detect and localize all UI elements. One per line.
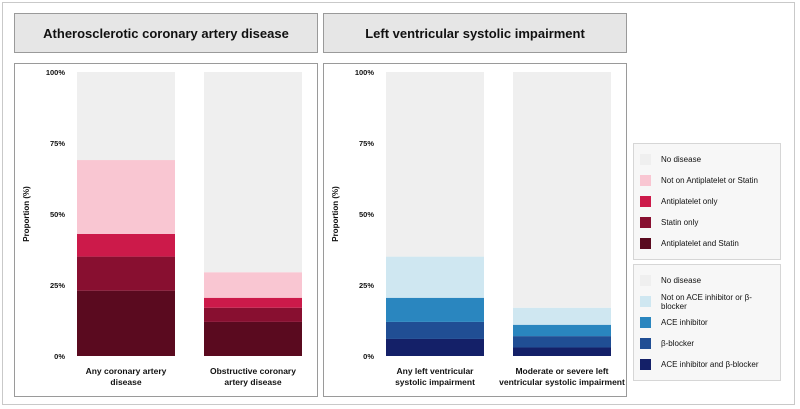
bar-segment-antiplatelet-and-statin <box>204 321 302 356</box>
legend-swatch <box>640 338 651 349</box>
legend-swatch <box>640 296 651 307</box>
bar-segment-not-on-antiplatelet-or-statin <box>77 160 175 234</box>
legend-label: ACE inhibitor <box>661 318 708 327</box>
legend-swatch <box>640 275 651 286</box>
bar-segment-blocker <box>513 336 611 348</box>
x-category-label: Obstructive coronary <box>210 366 296 376</box>
bar-segment-antiplatelet-and-statin <box>77 290 175 356</box>
legend-item-no-disease: No disease <box>640 270 774 291</box>
bar-segment-antiplatelet-only <box>204 297 302 308</box>
legend-swatch <box>640 196 651 207</box>
legend-swatch <box>640 359 651 370</box>
legend-swatch <box>640 238 651 249</box>
legend-label: Antiplatelet only <box>661 197 718 206</box>
x-category-label: disease <box>110 377 141 387</box>
y-tick-label: 50% <box>359 210 374 219</box>
bar-segment-ace-inhibitor-and-blocker <box>513 347 611 356</box>
legend-label: No disease <box>661 155 702 164</box>
legend-label: Not on ACE inhibitor or β-blocker <box>661 292 752 311</box>
x-category-label: Moderate or severe left <box>515 366 608 376</box>
y-tick-label: 50% <box>50 210 65 219</box>
bar-segment-no-disease <box>204 72 302 273</box>
legend-lv: No disease Not on ACE inhibitor or β-bloc… <box>633 264 781 381</box>
legend-swatch <box>640 217 651 228</box>
bar-segment-no-disease <box>77 72 175 161</box>
bar-segment-ace-inhibitor <box>386 297 484 322</box>
y-axis-label: Proportion (%) <box>22 186 31 242</box>
bar-segment-not-on-antiplatelet-or-statin <box>204 272 302 298</box>
legend-item-ace-inhibitor-and-blocker: ACE inhibitor and β-blocker <box>640 354 774 375</box>
legend-item-statin-only: Statin only <box>640 212 774 233</box>
chart-coronary: Proportion (%) 0% 25% 50% 75% 100% Any coronar… <box>22 68 302 387</box>
y-tick-label: 100% <box>46 68 66 77</box>
bar-segment-ace-inhibitor-and-blocker <box>386 338 484 356</box>
legend-label: ACE inhibitor and β-blocker <box>661 360 759 369</box>
legend-coronary: No disease Not on Antiplatelet or Statin A… <box>633 143 781 260</box>
legend-label: No disease <box>661 276 702 285</box>
bar-segment-ace-inhibitor <box>513 324 611 337</box>
bar-segment-not-on-ace-inhibitor-or-blocker <box>386 256 484 298</box>
legend-item-antiplatelet-only: Antiplatelet only <box>640 191 774 212</box>
legend-swatch <box>640 154 651 165</box>
panel-title-lv: Left ventricular systolic impairment <box>323 13 627 53</box>
x-category-label: artery disease <box>224 377 281 387</box>
bar-segment-statin-only <box>204 307 302 322</box>
chart-lv: Proportion (%) 0% 25% 50% 75% 100% Any left ve… <box>331 68 625 387</box>
x-category-label: Any coronary artery <box>86 366 167 376</box>
legend-swatch <box>640 317 651 328</box>
legend-label: Not on Antiplatelet or Statin <box>661 176 758 185</box>
legend-item-not-on-antiplatelet-or-statin: Not on Antiplatelet or Statin <box>640 170 774 191</box>
legend-label: Statin only <box>661 218 699 227</box>
bar-segment-no-disease <box>513 72 611 308</box>
panel-title-coronary: Atherosclerotic coronary artery disease <box>14 13 318 53</box>
y-axis-label: Proportion (%) <box>331 186 340 242</box>
bar-segment-not-on-ace-inhibitor-or-blocker <box>513 307 611 325</box>
legend-item-not-on-ace-inhibitor-or-blocker: Not on ACE inhibitor or β-blocker <box>640 291 774 312</box>
legend-item-ace-inhibitor: ACE inhibitor <box>640 312 774 333</box>
legend-item-blocker: β-blocker <box>640 333 774 354</box>
bar-segment-statin-only <box>77 256 175 291</box>
bar-segment-antiplatelet-only <box>77 233 175 257</box>
panel-lv: Proportion (%) 0% 25% 50% 75% 100% Any left ve… <box>323 63 627 397</box>
bar-segment-no-disease <box>386 72 484 257</box>
bar-segment-blocker <box>386 321 484 339</box>
legend-swatch <box>640 175 651 186</box>
y-tick-label: 75% <box>50 139 65 148</box>
y-tick-label: 100% <box>355 68 375 77</box>
legend-item-no-disease: No disease <box>640 149 774 170</box>
y-tick-label: 25% <box>359 281 374 290</box>
legend-label: Antiplatelet and Statin <box>661 239 739 248</box>
x-category-label: ventricular systolic impairment <box>499 377 625 387</box>
y-tick-label: 0% <box>363 352 374 361</box>
y-tick-label: 25% <box>50 281 65 290</box>
legend-item-antiplatelet-and-statin: Antiplatelet and Statin <box>640 233 774 254</box>
panel-coronary: Proportion (%) 0% 25% 50% 75% 100% Any coronar… <box>14 63 318 397</box>
y-tick-label: 0% <box>54 352 65 361</box>
x-category-label: systolic impairment <box>395 377 475 387</box>
y-tick-label: 75% <box>359 139 374 148</box>
legend-label: β-blocker <box>661 339 695 348</box>
x-category-label: Any left ventricular <box>397 366 475 376</box>
